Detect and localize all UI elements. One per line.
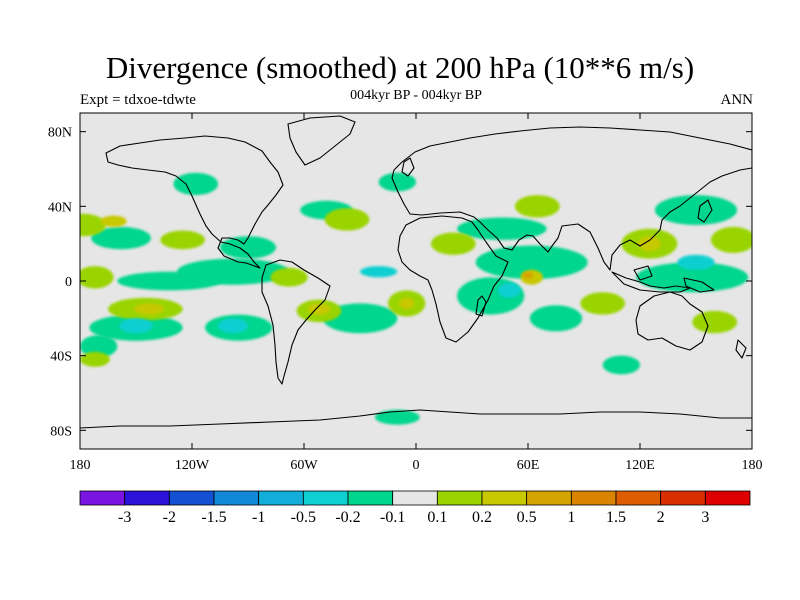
divergence-region [529,305,583,332]
latitude-axis: 80N 40N 0 40S 80S [48,126,752,439]
lat-tick-label: 40N [48,200,72,215]
coastlines [80,115,752,429]
divergence-region [91,226,151,250]
coastline-eurasia [391,126,752,271]
colorbar-swatch [302,490,349,506]
divergence-region [374,409,420,425]
colorbar: -3 -2 -1.5 -1 -0.5 -0.2 -0.1 0.1 0.2 0.5 1 1.5 2 3 [79,490,751,526]
coastline-north-america [105,135,284,269]
lat-tick-label: 80S [50,424,72,439]
chart-title: Divergence (smoothed) at 200 hPa (10**6 … [105,50,695,85]
divergence-region [173,172,219,196]
coastline-australia [635,291,709,351]
experiment-label: Expt = tdxoe-tdwte [80,92,196,108]
divergence-region [514,195,560,218]
colorbar-swatch [124,490,170,506]
colorbar-swatch [615,490,662,506]
divergence-region [220,236,276,259]
divergence-region [677,254,715,270]
colorbar-label: 1.5 [606,509,626,526]
divergence-region [498,282,521,298]
coastline-greenland [287,115,356,166]
divergence-region [360,266,398,278]
colorbar-swatch [213,490,260,506]
divergence-region [522,271,534,280]
coastline-indonesia [611,271,691,293]
divergence-region [457,217,547,240]
colorbar-swatch [79,490,126,506]
lon-tick-label: 120W [175,458,210,473]
colorbar-swatch [347,490,394,506]
divergence-region [378,172,417,192]
colorbar-label: -1.5 [201,509,226,526]
colorbar-swatch [526,490,572,506]
lon-tick-label: 120E [625,458,655,473]
lon-tick-label: 60E [517,458,540,473]
divergence-region [399,297,415,309]
divergence-region [160,230,206,250]
colorbar-label: -3 [118,509,131,526]
colorbar-label: 0.2 [472,509,492,526]
coastline-borneo [633,265,653,281]
lon-tick-label: 60W [290,458,318,473]
divergence-region [654,195,738,225]
colorbar-swatch [481,490,528,506]
divergence-region [177,258,290,285]
colorbar-label: 2 [657,509,665,526]
coastline-japan [697,199,713,223]
divergence-region [218,318,248,334]
divergence-region [580,292,626,315]
divergence-region [80,266,114,289]
colorbar-swatch [168,490,215,506]
divergence-region [636,262,749,293]
colorbar-label: -0.1 [380,509,405,526]
colorbar-label: 3 [701,509,709,526]
colorbar-label: 1 [567,509,575,526]
colorbar-swatch [660,490,706,506]
divergence-region [692,310,738,334]
divergence-region [430,232,476,255]
coastline-new-guinea [683,277,715,293]
divergence-region [307,303,331,315]
coastline-british-isles [401,157,415,177]
divergence-region [324,208,370,231]
divergence-region [80,335,118,358]
divergence-region [638,236,661,252]
lon-tick-label: 180 [742,458,763,473]
divergence-region [602,355,640,375]
lat-tick-label: 0 [65,275,72,290]
divergence-region [119,318,153,334]
divergence-region [100,215,127,227]
colorbar-label: -0.2 [335,509,360,526]
divergence-region [80,351,110,367]
divergence-field [80,172,752,425]
longitude-axis: 180 120W 60W 0 60E 120E 180 [70,113,763,473]
season-label: ANN [720,92,754,108]
lat-tick-label: 40S [50,350,72,365]
period-label: 004kyr BP - 004kyr BP [350,88,482,103]
colorbar-label: -0.5 [291,509,316,526]
colorbar-label: -1 [252,509,265,526]
colorbar-swatch [392,490,438,506]
coastline-new-zealand [735,339,747,359]
colorbar-swatch [258,490,304,506]
colorbar-label: -2 [163,509,176,526]
colorbar-swatch [570,490,617,506]
coastline-africa [397,215,509,343]
lon-tick-label: 180 [70,458,91,473]
colorbar-swatch [436,490,483,506]
colorbar-label: 0.5 [517,509,537,526]
colorbar-label: 0.1 [427,509,447,526]
coastline-madagascar [475,295,487,317]
divergence-region [134,303,164,315]
divergence-region [80,213,107,237]
divergence-region [710,226,752,253]
lon-tick-label: 0 [413,458,420,473]
colorbar-swatch [704,490,751,506]
lat-tick-label: 80N [48,126,72,141]
divergence-region [270,267,308,287]
coastline-antarctica [80,409,752,429]
coastline-south-america [261,259,331,385]
